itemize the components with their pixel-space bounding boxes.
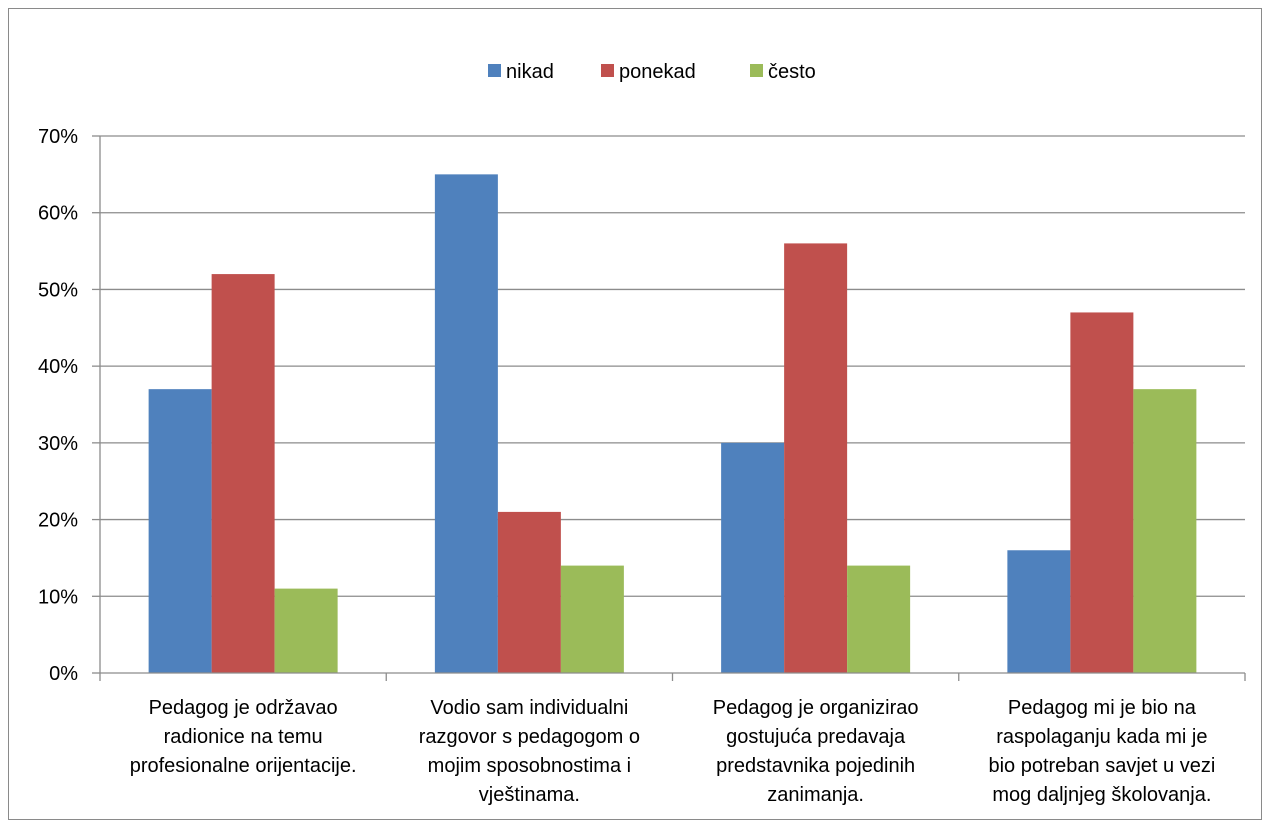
bar--esto-4 bbox=[1133, 389, 1197, 673]
bar--esto-3 bbox=[847, 565, 911, 673]
legend-label-2: ponekad bbox=[619, 61, 696, 83]
bar-nikad-2 bbox=[434, 174, 498, 673]
bar-nikad-3 bbox=[721, 442, 785, 673]
bar-ponekad-1 bbox=[211, 274, 275, 673]
axes bbox=[99, 136, 1246, 681]
y-tick-labels: 0% 10% 20% 30% 40% 50% 60% 70% bbox=[38, 126, 100, 685]
bar--esto-2 bbox=[560, 565, 624, 673]
x-category-label: Vodio sam individualni razgovor s pedagog… bbox=[419, 697, 640, 806]
x-category-label: Pedagog je održavao radionice na temu prof… bbox=[130, 697, 357, 777]
bar-nikad-4 bbox=[1007, 550, 1071, 673]
legend-swatch-2 bbox=[601, 64, 614, 77]
legend-label-1: nikad bbox=[506, 61, 554, 83]
x-category-label: Pedagog je organizirao gostujuća predavaj… bbox=[713, 697, 919, 806]
y-tick-label: 20% bbox=[38, 510, 78, 532]
y-tick-label: 40% bbox=[38, 356, 78, 378]
y-tick-label: 50% bbox=[38, 279, 78, 301]
bar-ponekad-2 bbox=[497, 511, 561, 673]
y-tick-label: 70% bbox=[38, 126, 78, 148]
legend-label-3: često bbox=[768, 61, 816, 83]
y-tick-label: 60% bbox=[38, 203, 78, 225]
bar-ponekad-4 bbox=[1070, 312, 1134, 673]
y-tick-label: 10% bbox=[38, 586, 78, 608]
bar-ponekad-3 bbox=[784, 243, 848, 673]
y-tick-label: 30% bbox=[38, 433, 78, 455]
bar-nikad-1 bbox=[148, 389, 212, 673]
bars bbox=[148, 174, 1197, 673]
legend-swatch-3 bbox=[750, 64, 763, 77]
legend-swatch-1 bbox=[488, 64, 501, 77]
x-category-labels: Pedagog je održavao radionice na temu prof… bbox=[130, 697, 1216, 806]
x-category-label: Pedagog mi je bio na raspolaganju kada mi… bbox=[988, 697, 1215, 806]
legend: nikad ponekad često bbox=[488, 61, 816, 83]
y-tick-label: 0% bbox=[49, 663, 78, 685]
bar--esto-1 bbox=[274, 588, 338, 673]
